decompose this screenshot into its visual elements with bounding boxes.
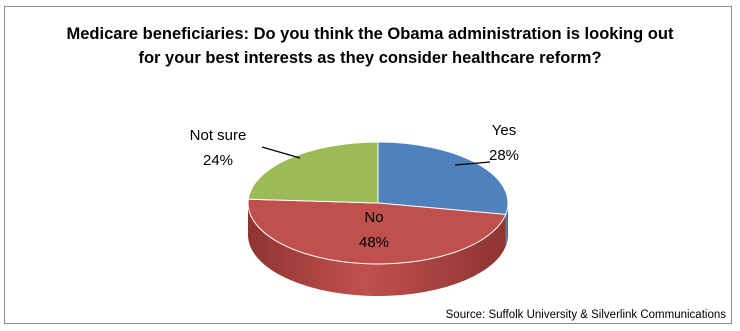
pie-slice-not-sure [247,141,379,204]
leader-line-yes [454,161,491,166]
slice-label-yes: Yes [492,122,516,139]
slice-value-not-sure: 24% [203,152,233,169]
slice-label-not-sure: Not sure [190,127,247,144]
leader-line-not-sure [261,146,301,159]
pie-slice-yes [377,141,509,215]
slice-value-yes: 28% [489,147,519,164]
pie-side-no [248,203,506,296]
slice-label-no: No [364,209,383,226]
source-note: Source: Suffolk University & Silverlink … [445,309,726,321]
chart-title: Medicare beneficiaries: Do you think the… [66,25,674,67]
slice-value-no: 48% [359,234,389,251]
pie-slice-no [247,198,507,265]
